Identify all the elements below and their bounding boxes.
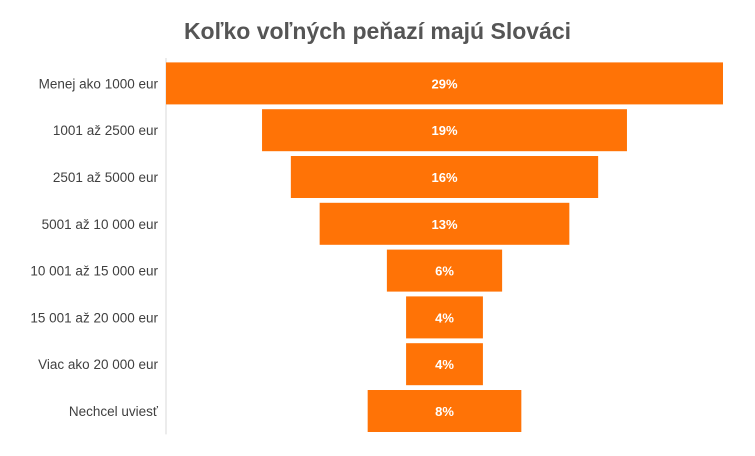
data-label: 19% — [431, 123, 457, 138]
funnel-bar — [406, 296, 483, 339]
category-label: Nechcel uviesť — [69, 404, 159, 419]
data-label: 29% — [431, 76, 457, 91]
funnel-bar — [386, 249, 503, 292]
funnel-bar — [166, 62, 723, 105]
data-label: 4% — [435, 357, 454, 372]
category-label: 2501 až 5000 eur — [53, 170, 159, 185]
chart-title: Koľko voľných peňazí majú Slováci — [183, 18, 572, 44]
category-label: 1001 až 2500 eur — [53, 123, 159, 138]
category-label: 10 001 až 15 000 eur — [30, 264, 158, 279]
data-label: 13% — [431, 217, 457, 232]
category-label: 15 001 až 20 000 eur — [30, 310, 158, 325]
data-label: 8% — [435, 404, 454, 419]
funnel-bar — [367, 390, 522, 432]
category-label: 5001 až 10 000 eur — [42, 217, 159, 232]
data-label: 16% — [431, 170, 457, 185]
data-label: 6% — [435, 264, 454, 279]
category-label: Menej ako 1000 eur — [39, 76, 159, 91]
funnel-bar — [319, 202, 570, 245]
funnel-bar — [406, 343, 483, 386]
funnel-bar — [290, 156, 599, 198]
funnel-bar — [262, 109, 627, 152]
data-label: 4% — [435, 310, 454, 325]
category-label: Viac ako 20 000 eur — [38, 357, 158, 372]
